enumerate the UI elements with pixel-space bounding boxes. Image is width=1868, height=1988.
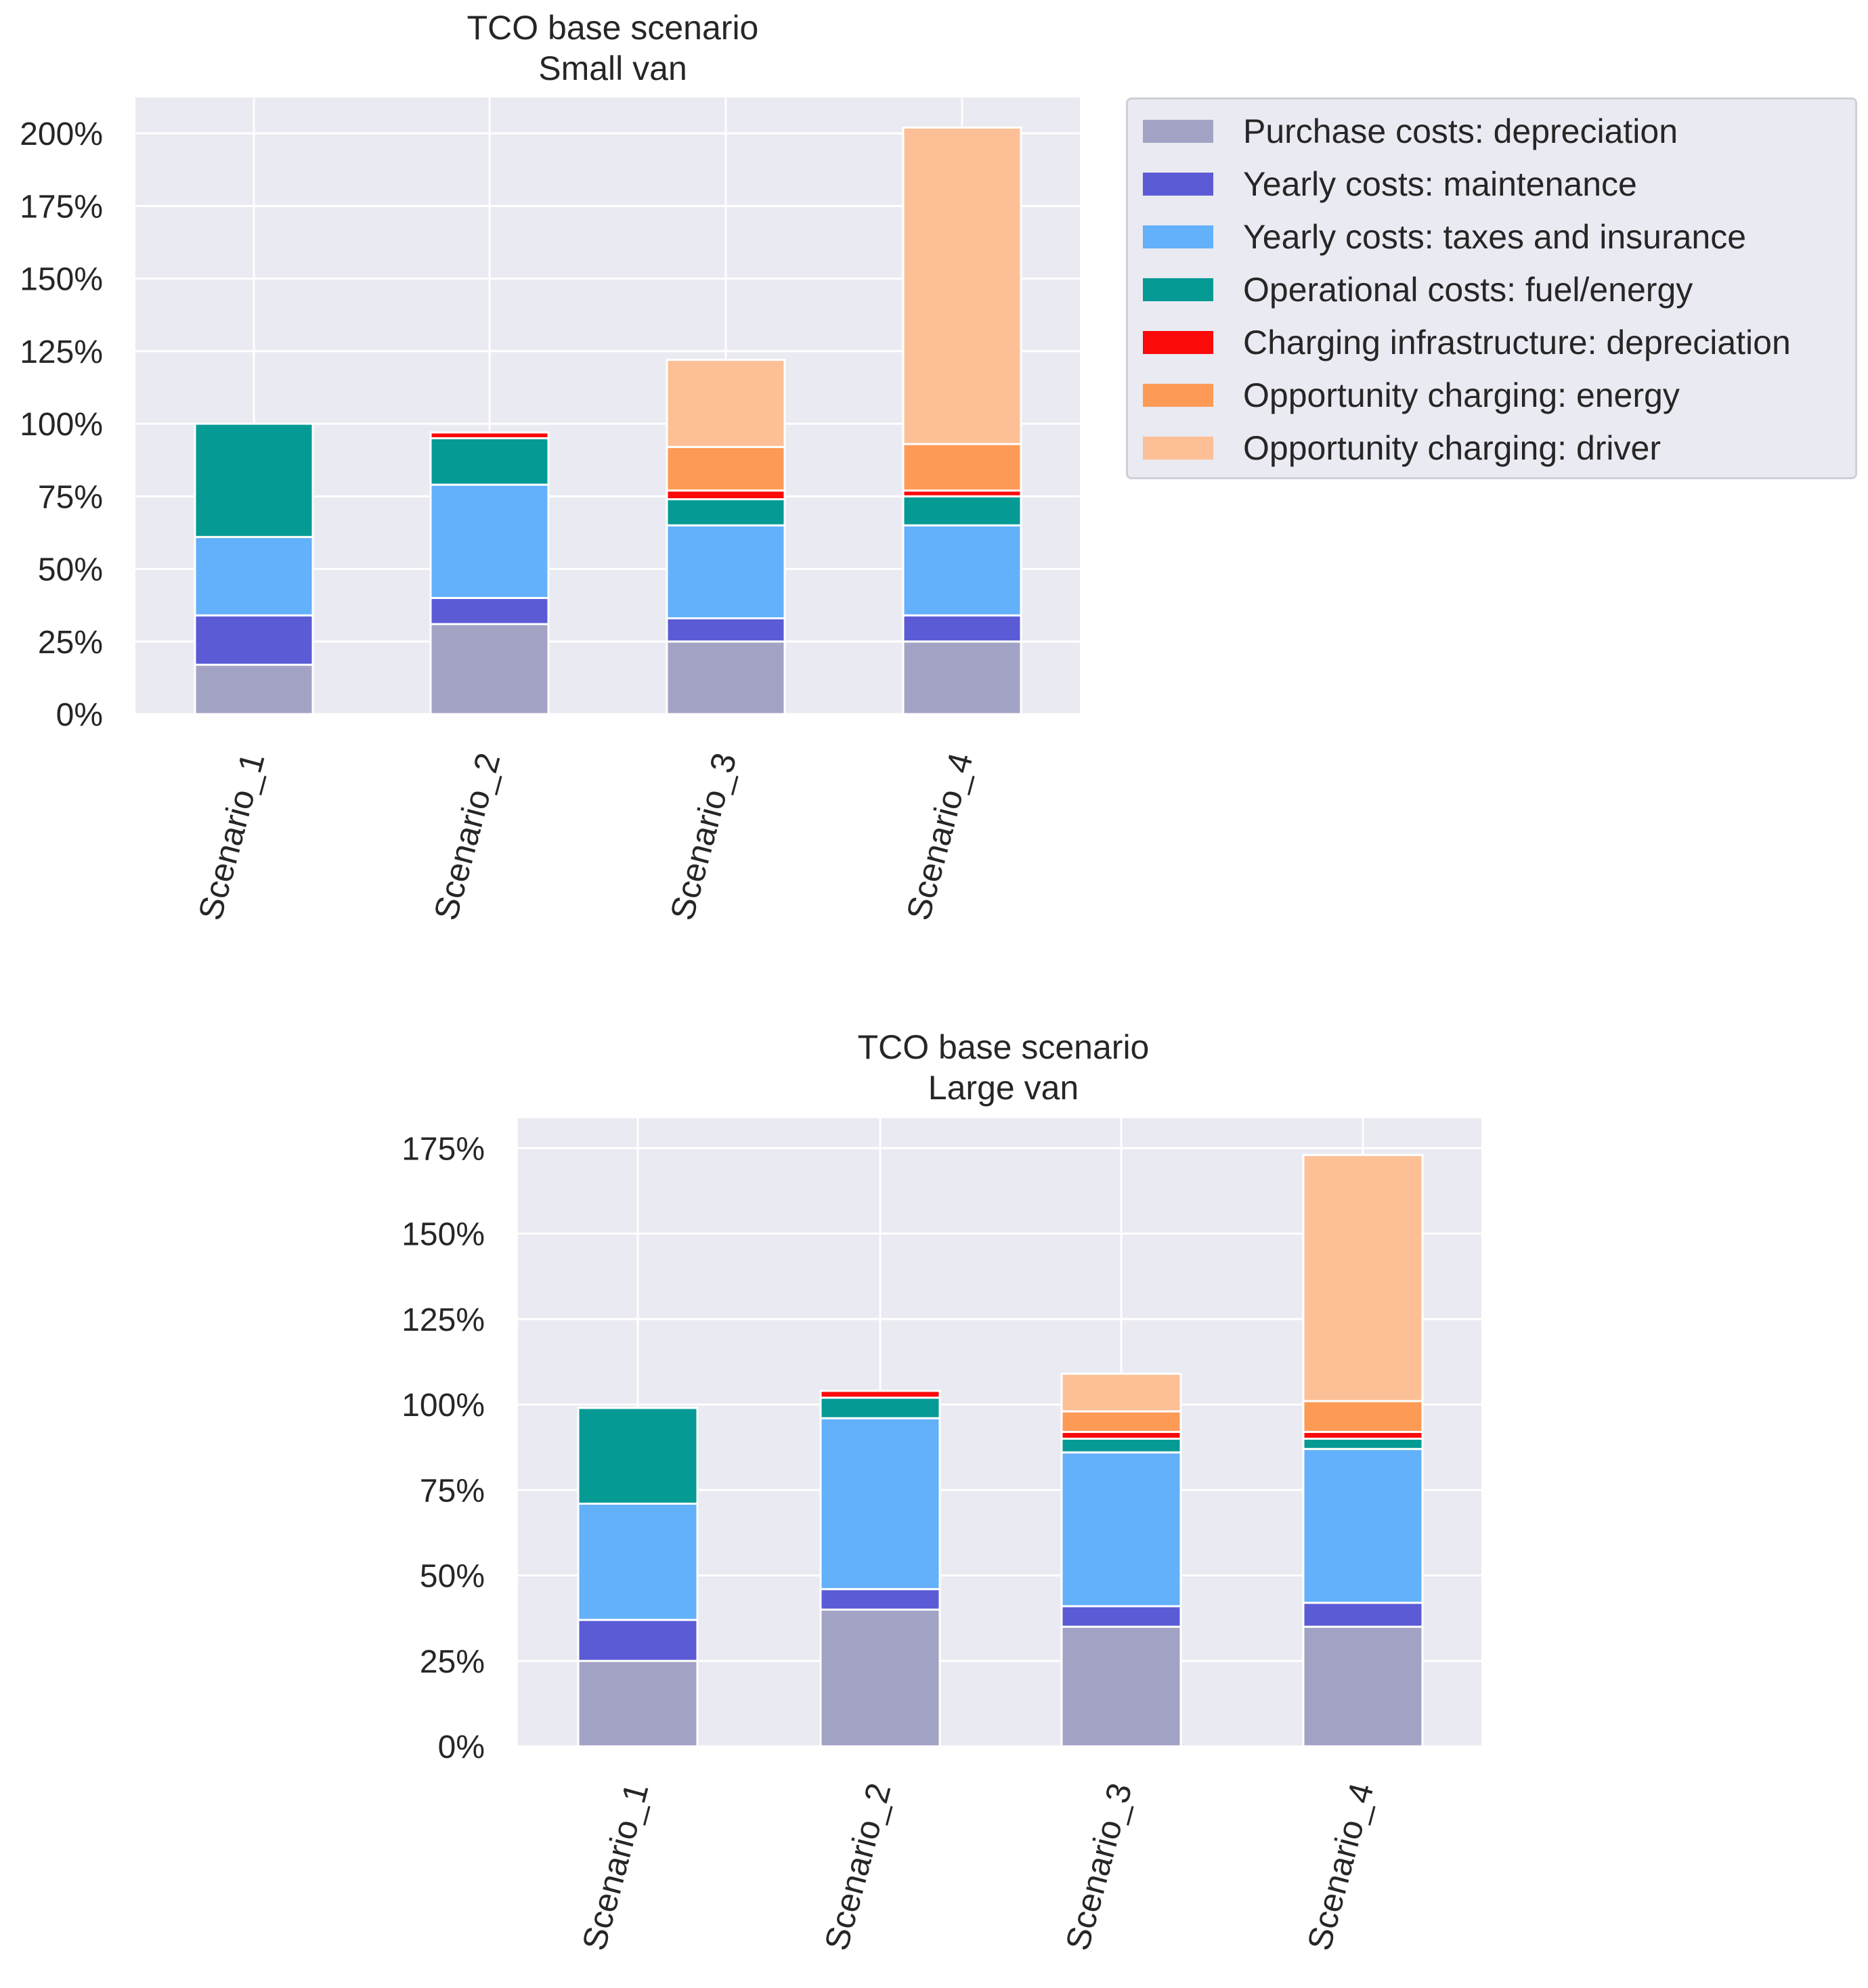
bar-segment <box>666 498 786 527</box>
legend-item: Purchase costs: depreciation <box>1143 108 1678 155</box>
y-tick-label: 150% <box>401 1217 485 1253</box>
legend-label: Operational costs: fuel/energy <box>1243 271 1693 309</box>
bar-segment <box>1060 1625 1182 1748</box>
y-tick-label: 75% <box>420 1473 485 1509</box>
bar-segment <box>577 1407 699 1505</box>
y-tick-label: 100% <box>20 407 103 443</box>
y-tick-label: 0% <box>56 697 103 733</box>
x-tick-label: Scenario_1 <box>575 1779 656 1954</box>
bar-segment <box>666 489 786 501</box>
legend-swatch <box>1143 331 1213 354</box>
bar-segment <box>666 617 786 643</box>
y-tick-label: 175% <box>401 1131 485 1167</box>
bar-segment <box>1060 1438 1182 1454</box>
x-tick-label: Scenario_4 <box>1300 1779 1381 1954</box>
y-tick-label: 150% <box>20 262 103 298</box>
legend-swatch <box>1143 437 1213 460</box>
chart-title: TCO base scenario <box>858 1028 1150 1066</box>
bar-segment <box>819 1390 941 1399</box>
bar-segment <box>902 640 1022 715</box>
chart-subtitle: Small van <box>538 49 687 87</box>
bar-segment <box>902 614 1022 643</box>
bar-segment <box>666 640 786 715</box>
bar-segment <box>1060 1410 1182 1433</box>
bar-segment <box>194 663 314 715</box>
bar-segment <box>1302 1448 1424 1604</box>
y-tick-label: 50% <box>38 552 103 588</box>
bar-segment <box>1302 1625 1424 1748</box>
legend: Purchase costs: depreciation Yearly cost… <box>1126 97 1857 479</box>
bar-segment <box>194 422 314 538</box>
bar-segment <box>1060 1430 1182 1440</box>
legend-swatch <box>1143 384 1213 407</box>
bar-segment <box>1060 1373 1182 1413</box>
legend-label: Opportunity charging: driver <box>1243 429 1661 467</box>
bar-segment <box>1302 1153 1424 1402</box>
bar-segment <box>1060 1451 1182 1608</box>
bar-segment <box>194 614 314 666</box>
bar-segment <box>429 596 550 625</box>
chart-subtitle: Large van <box>928 1069 1079 1107</box>
chart-title: TCO base scenario <box>467 9 759 47</box>
y-tick-label: 175% <box>20 189 103 225</box>
bar-segment <box>1302 1438 1424 1451</box>
y-tick-label: 0% <box>438 1729 485 1765</box>
y-tick-label: 75% <box>38 479 103 515</box>
legend-label: Yearly costs: taxes and insurance <box>1243 218 1747 256</box>
legend-label: Charging infrastructure: depreciation <box>1243 324 1791 361</box>
legend-label: Yearly costs: maintenance <box>1243 165 1637 203</box>
bar-segment <box>819 1608 941 1748</box>
bar-segment <box>1060 1605 1182 1628</box>
legend-item: Operational costs: fuel/energy <box>1143 266 1693 313</box>
x-tick-label: Scenario_4 <box>899 749 980 924</box>
legend-swatch <box>1143 225 1213 248</box>
bar-segment <box>902 524 1022 617</box>
legend-swatch <box>1143 278 1213 301</box>
bar-segment <box>666 359 786 448</box>
bar-segment <box>819 1588 941 1611</box>
bar-segment <box>577 1502 699 1621</box>
legend-label: Opportunity charging: energy <box>1243 376 1680 414</box>
legend-item: Opportunity charging: energy <box>1143 372 1680 419</box>
bar-segment <box>577 1618 699 1662</box>
legend-swatch <box>1143 173 1213 196</box>
y-tick-label: 200% <box>20 116 103 152</box>
bar-segment <box>902 126 1022 445</box>
y-tick-label: 125% <box>20 334 103 370</box>
legend-label: Purchase costs: depreciation <box>1243 112 1678 150</box>
bar-segment <box>666 445 786 492</box>
bar-segment <box>902 443 1022 492</box>
y-tick-label: 100% <box>401 1388 485 1423</box>
bar-segment <box>194 535 314 617</box>
x-tick-label: Scenario_2 <box>817 1779 898 1954</box>
x-tick-label: Scenario_2 <box>427 749 508 924</box>
bar-segment <box>1302 1400 1424 1433</box>
bar-segment <box>819 1417 941 1591</box>
legend-item: Yearly costs: maintenance <box>1143 160 1637 208</box>
bar-segment <box>577 1660 699 1748</box>
x-tick-label: Scenario_1 <box>191 749 272 924</box>
legend-item: Charging infrastructure: depreciation <box>1143 319 1791 366</box>
legend-swatch <box>1143 120 1213 143</box>
bar-segment <box>666 524 786 619</box>
bar-segment <box>1302 1430 1424 1440</box>
bar-segment <box>902 495 1022 527</box>
x-tick-label: Scenario_3 <box>1058 1779 1139 1954</box>
bar-segment <box>429 483 550 599</box>
legend-item: Opportunity charging: driver <box>1143 424 1661 472</box>
y-tick-label: 50% <box>420 1559 485 1595</box>
y-tick-label: 125% <box>401 1302 485 1338</box>
legend-item: Yearly costs: taxes and insurance <box>1143 213 1746 261</box>
y-tick-label: 25% <box>420 1644 485 1680</box>
bar-segment <box>429 431 550 439</box>
bar-segment <box>819 1396 941 1419</box>
bar-segment <box>429 437 550 486</box>
y-tick-label: 25% <box>38 625 103 661</box>
x-tick-label: Scenario_3 <box>663 749 744 924</box>
bar-segment <box>1302 1602 1424 1628</box>
bar-segment <box>429 623 550 715</box>
